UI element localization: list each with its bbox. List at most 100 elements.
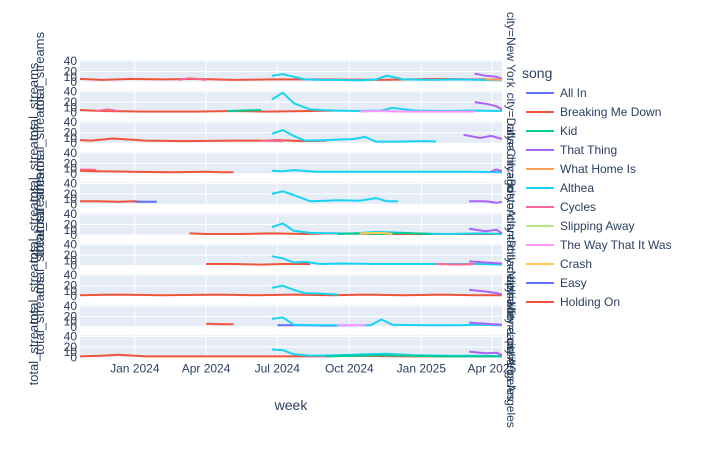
y-tick-label: 40 <box>64 176 78 190</box>
y-tick-label: 20 <box>64 340 78 354</box>
y-tick-label: 0 <box>70 289 77 303</box>
y-tick-label: 20 <box>64 309 78 323</box>
legend-label: The Way That It Was <box>560 238 672 252</box>
facet-label: city=Minneapolis <box>504 276 518 365</box>
y-tick-label: 0 <box>70 259 77 273</box>
x-tick-label: Jan 2025 <box>397 361 447 375</box>
series-line: Althea <box>271 284 338 296</box>
facet-plot-area <box>80 151 502 174</box>
legend-label: Holding On <box>560 295 620 309</box>
legend-item[interactable]: Cycles <box>526 200 596 214</box>
series-line: Kid <box>227 109 261 112</box>
series-line: That Thing <box>469 321 503 326</box>
series-line: That Thing <box>468 227 503 235</box>
legend-label: What Home Is <box>560 162 636 176</box>
y-tick-label: 0 <box>70 136 77 150</box>
facet-label: city=Dallas <box>504 93 518 151</box>
legend-label: Althea <box>560 181 594 195</box>
facet-y-title: total_streams <box>26 246 41 325</box>
legend-item[interactable]: The Way That It Was <box>526 238 672 252</box>
legend-label: All In <box>560 86 587 100</box>
y-tick-label: 20 <box>64 218 78 232</box>
facet-label: city=Atlanta <box>504 184 518 247</box>
y-tick-label: 10 <box>64 192 78 206</box>
legend-item[interactable]: Kid <box>526 124 577 138</box>
legend-label: Kid <box>560 124 577 138</box>
legend-item[interactable]: Slipping Away <box>526 219 635 233</box>
series-line: Holding On <box>80 200 141 203</box>
y-tick-label: 10 <box>64 253 78 267</box>
legend-label: Breaking Me Down <box>560 105 661 119</box>
legend-item[interactable]: That Thing <box>526 143 617 157</box>
x-tick-label: Jan 2024 <box>110 361 160 375</box>
series-line: Crash <box>359 231 393 235</box>
y-tick-label: 20 <box>64 156 78 170</box>
y-tick-label: 10 <box>64 223 78 237</box>
legend-title: song <box>522 65 552 81</box>
y-tick-label: 40 <box>64 268 78 282</box>
y-tick-label: 10 <box>64 162 78 176</box>
facet-plot-area <box>80 304 502 327</box>
facet-label: city=Lost Angeles <box>504 307 518 401</box>
facet-y-title: total_streams <box>32 31 47 110</box>
y-tick-label: 0 <box>70 228 77 242</box>
y-tick-label: 10 <box>64 315 78 329</box>
legend-label: Slipping Away <box>560 219 635 233</box>
x-tick-label: Apr 2025 <box>467 361 516 375</box>
y-tick-label: 10 <box>64 345 78 359</box>
series-line: That Thing <box>469 288 503 296</box>
series-line: Holding On <box>79 293 502 297</box>
facet-plot-area <box>80 121 502 144</box>
facet-y-title: total_streams <box>26 123 41 202</box>
series-line: That Thing <box>474 72 503 80</box>
y-tick-label: 40 <box>64 115 78 129</box>
legend-item[interactable]: Holding On <box>526 295 620 309</box>
y-tick-label: 40 <box>64 329 78 343</box>
x-axis: Jan 2024 Apr 2024 Jul 2024 Oct 2024 Jan 2025… <box>110 361 516 375</box>
facet-plot-area <box>80 274 502 297</box>
y-tick-label: 20 <box>64 187 78 201</box>
facet-label: city=Philadelphia <box>504 215 518 306</box>
legend-item[interactable]: Easy <box>526 276 587 290</box>
y-axis-title: total_streams <box>31 173 47 257</box>
series-line: Althea <box>271 316 503 327</box>
series-line: Cycles <box>260 139 283 143</box>
facet-y-title: total_streams <box>26 184 41 263</box>
legend-item[interactable]: Althea <box>526 181 594 195</box>
series-line: Cycles <box>436 263 475 266</box>
facet-y-title: total_streams <box>32 154 47 233</box>
facet-plot-area <box>80 335 502 358</box>
y-tick-label: 0 <box>70 106 77 120</box>
facet-label: city=Nashville <box>504 246 518 320</box>
y-tick-label: 20 <box>64 126 78 140</box>
series-line: Holding On <box>206 263 311 266</box>
y-tick-label: 40 <box>64 85 78 99</box>
y-tick-label: 10 <box>64 284 78 298</box>
legend-label: Cycles <box>560 200 596 214</box>
facet-label: city=Los Angeles <box>504 337 518 427</box>
series-line: What Home Is <box>485 78 503 81</box>
y-tick-label: 0 <box>70 350 77 364</box>
legend-label: Crash <box>560 257 592 271</box>
facet-plot-area <box>80 60 502 82</box>
series-line: Kid <box>337 231 431 235</box>
legend-item[interactable]: What Home Is <box>526 162 636 176</box>
legend-item[interactable]: All In <box>526 86 587 100</box>
series-line: That Thing <box>474 101 503 111</box>
facet-plot-area <box>80 243 502 266</box>
series-line: That Thing <box>490 168 503 173</box>
series-line: Althea <box>271 129 437 143</box>
legend-item[interactable]: Breaking Me Down <box>526 105 661 119</box>
y-tick-label: 0 <box>70 167 77 181</box>
series-line: That Thing <box>469 350 503 357</box>
series-line: Holding On <box>79 169 234 174</box>
legend-item[interactable]: Crash <box>526 257 592 271</box>
y-tick-label: 40 <box>64 54 78 68</box>
facet-y-title: total_streams <box>26 307 41 386</box>
